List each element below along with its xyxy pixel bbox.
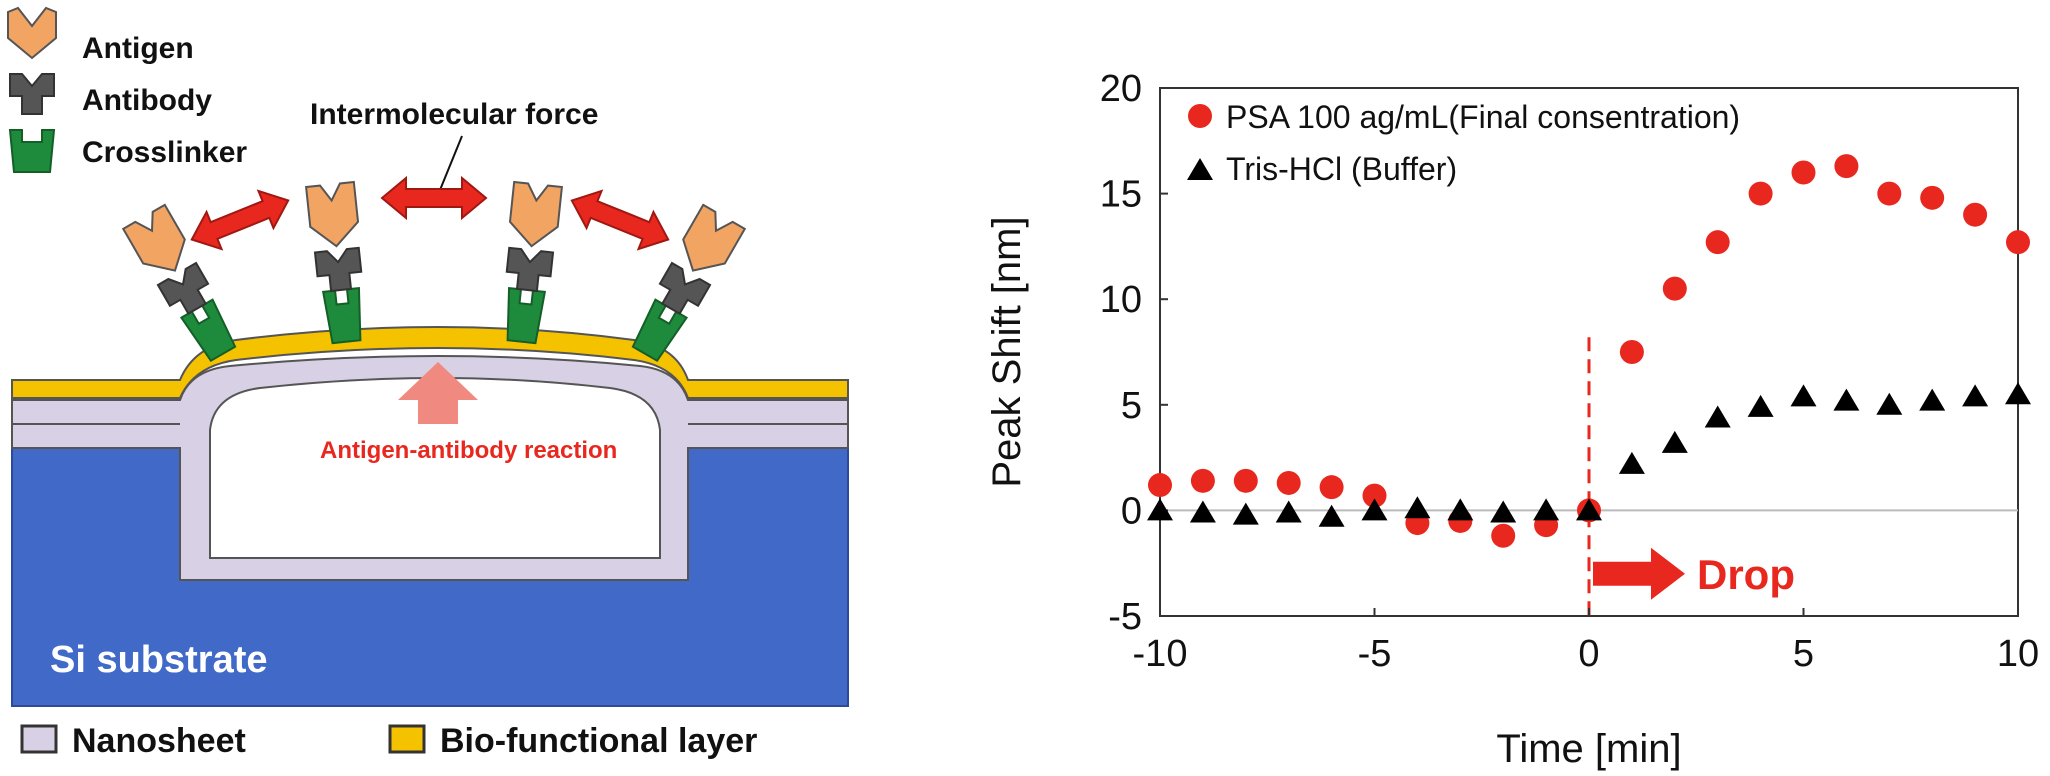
buffer-point [1962, 384, 1989, 407]
x-axis-label: Time [min] [1496, 727, 1681, 771]
antigen-icon [508, 180, 564, 248]
crosslinker-icon [8, 129, 56, 173]
y-tick-label: -5 [1108, 596, 1142, 638]
reaction-arrow [398, 362, 478, 424]
legend-antibody-label: Antibody [82, 84, 212, 117]
buffer-point [1618, 451, 1645, 474]
psa-point [2006, 230, 2030, 255]
buffer-point [1747, 394, 1774, 417]
legend-antigen-label: Antigen [82, 32, 194, 65]
y-tick-label: 10 [1100, 279, 1142, 321]
drop-arrow [1593, 547, 1685, 600]
antigen-icon [7, 6, 57, 60]
psa-point [1491, 523, 1516, 548]
molecule-1 [121, 203, 237, 363]
substrate-label: Si substrate [50, 639, 268, 681]
antigen-icon [121, 203, 186, 272]
buffer-point [1704, 405, 1731, 428]
reaction-label: Antigen-antibody reaction [320, 437, 617, 464]
x-tick-label: 0 [1578, 633, 1599, 675]
nanosheet-lower-line [179, 448, 689, 581]
legend-crosslinker-label: Crosslinker [82, 136, 247, 169]
sensor-diagram: Antigen Antibody Crosslinker Intermolecu… [7, 6, 849, 760]
legend-nanosheet-label: Nanosheet [72, 722, 246, 760]
force-arrow-1 [190, 189, 290, 251]
chart-legend: PSA 100 ag/mL(Final consentration) Tris-… [1187, 99, 1740, 187]
molecule-3 [505, 180, 564, 345]
legend-series-psa: PSA 100 ag/mL(Final consentration) [1226, 99, 1740, 135]
buffer-point [1919, 388, 1946, 411]
buffer-point [1275, 500, 1302, 523]
buffer-point [1147, 498, 1173, 521]
y-tick-label: 5 [1121, 385, 1142, 427]
psa-point [1705, 230, 1730, 255]
y-tick-label: 15 [1100, 174, 1142, 216]
legend-series-tris: Tris-HCl (Buffer) [1226, 151, 1457, 187]
legend-bio-layer-label: Bio-functional layer [440, 722, 757, 760]
antibody-icon [658, 261, 712, 316]
antibody-icon [313, 246, 363, 293]
drop-label: Drop [1697, 551, 1795, 598]
psa-point [1963, 202, 1988, 227]
bio-layer-swatch [388, 724, 426, 754]
buffer-point [1490, 500, 1517, 523]
buffer-point [1833, 388, 1860, 411]
psa-point [1791, 160, 1816, 185]
psa-point [1276, 470, 1301, 495]
buffer-point [1318, 504, 1345, 527]
antigen-icon [682, 203, 747, 272]
buffer-point [1447, 498, 1474, 521]
buffer-point [1576, 498, 1602, 521]
intermolecular-leader-line [439, 135, 463, 191]
legend-marker-psa [1188, 104, 1212, 128]
legend-top: Antigen Antibody Crosslinker [7, 6, 247, 173]
psa-point [1877, 181, 1902, 206]
molecule-2 [304, 180, 363, 345]
psa-point [1748, 181, 1773, 206]
buffer-point [1790, 384, 1817, 407]
intermolecular-force-label: Intermolecular force [310, 98, 598, 131]
psa-point [1662, 276, 1687, 301]
buffer-point [1876, 392, 1903, 415]
antibody-icon [9, 73, 55, 115]
y-axis-label: Peak Shift [nm] [985, 216, 1029, 487]
buffer-point [2005, 382, 2031, 405]
buffer-point [1404, 496, 1431, 519]
antibody-icon [505, 246, 555, 293]
buffer-point [1533, 498, 1560, 521]
force-arrow-3 [570, 189, 670, 251]
legend-bottom: Nanosheet Bio-functional layer [20, 722, 757, 760]
y-tick-label: 0 [1121, 490, 1142, 532]
buffer-point [1361, 498, 1388, 521]
legend-marker-tris [1187, 158, 1213, 180]
buffer-point [1661, 430, 1688, 453]
molecule-4 [631, 203, 747, 363]
y-ticks: -5 0 5 10 15 20 [1100, 68, 1168, 638]
psa-point [1319, 475, 1344, 500]
x-ticks: -10 -5 0 5 10 [1133, 608, 2039, 675]
x-tick-label: -10 [1133, 633, 1188, 675]
antibody-icon [156, 261, 210, 316]
buffer-point [1232, 502, 1259, 525]
buffer-point [1189, 500, 1216, 523]
x-tick-label: 5 [1793, 633, 1814, 675]
psa-point [1233, 468, 1258, 493]
x-tick-label: 10 [1997, 633, 2039, 675]
x-tick-label: -5 [1358, 633, 1392, 675]
nanosheet-swatch [20, 724, 58, 754]
force-arrow-2 [380, 175, 488, 221]
antigen-icon [304, 180, 360, 248]
psa-point [1920, 185, 1945, 210]
psa-point [1190, 468, 1215, 493]
series-layer [1147, 154, 2031, 548]
psa-point [1834, 154, 1859, 179]
psa-point [1362, 483, 1387, 508]
psa-point [1619, 340, 1644, 364]
y-tick-label: 20 [1100, 68, 1142, 110]
psa-point [1148, 473, 1172, 498]
